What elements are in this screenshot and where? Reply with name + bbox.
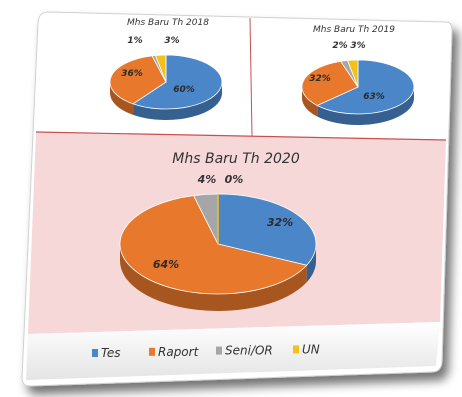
- slice-tes: [316, 59, 415, 115]
- data-label-seni-or: 2%: [332, 41, 347, 51]
- legend-strip: [26, 322, 440, 380]
- pie-mhs-baru-th-2019: Mhs Baru Th 2019 63% 32% 2% 3%: [301, 25, 415, 126]
- legend-swatch-raport: [149, 347, 155, 356]
- data-label-raport: 32%: [309, 74, 331, 84]
- data-label-un: 3%: [350, 41, 365, 51]
- slice-side-raport: [302, 87, 318, 117]
- legend-entry-seni-or: Seni/OR: [225, 344, 273, 358]
- slice-side-tes: [133, 82, 222, 120]
- slice-raport: [109, 55, 167, 105]
- legend-entry-raport: Raport: [158, 345, 200, 359]
- data-label-seni-or: 1%: [127, 36, 142, 46]
- slice-tes: [217, 193, 317, 266]
- data-label-un: 3%: [164, 36, 179, 46]
- legend-swatch-tes: [92, 349, 98, 357]
- vertical-divider: [249, 17, 253, 137]
- data-label-seni-or: 4%: [197, 173, 217, 186]
- data-label-tes: 32%: [267, 216, 293, 229]
- slice-side-tes: [317, 87, 414, 126]
- slice-raport: [119, 195, 308, 295]
- data-label-tes: 60%: [173, 85, 195, 95]
- pie-mhs-baru-th-2018: Mhs Baru Th 2018 60% 36% 1% 3%: [109, 18, 223, 120]
- legend-entry-tes: Tes: [101, 346, 120, 360]
- data-label-un: 0%: [225, 173, 244, 186]
- slice-side-tes: [306, 244, 316, 283]
- panel-divider: [35, 131, 447, 141]
- slice-un: [154, 54, 167, 83]
- slice-tes: [132, 54, 223, 110]
- legend: Tes Raport Seni/OR UN: [92, 342, 320, 360]
- slice-side-raport: [120, 244, 307, 312]
- legend-swatch-un: [293, 345, 299, 354]
- chart-title: Mhs Baru Th 2018: [127, 18, 209, 28]
- data-label-tes: 63%: [363, 92, 385, 102]
- chart-title: Mhs Baru Th 2020: [172, 151, 300, 167]
- slice-un: [346, 59, 359, 88]
- data-label-raport: 64%: [153, 258, 179, 271]
- pie-mhs-baru-th-2020: Mhs Baru Th 2020 32% 64% 4% 0%: [119, 151, 317, 312]
- slice-raport: [301, 60, 359, 106]
- legend-entry-un: UN: [302, 342, 320, 356]
- legend-swatch-seni-or: [216, 346, 222, 355]
- data-label-raport: 36%: [121, 69, 143, 79]
- chart-title: Mhs Baru Th 2019: [313, 25, 395, 35]
